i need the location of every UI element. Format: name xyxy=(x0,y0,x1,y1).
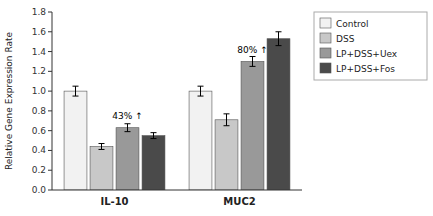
error-bar xyxy=(99,144,105,150)
error-bar xyxy=(125,124,131,132)
legend-swatch xyxy=(320,18,331,28)
error-bar xyxy=(224,114,230,126)
y-tick xyxy=(48,130,52,131)
error-stem xyxy=(127,124,128,132)
error-cap xyxy=(250,66,256,67)
y-tick xyxy=(48,150,52,151)
y-axis xyxy=(52,12,53,190)
error-cap xyxy=(151,132,157,133)
error-bar xyxy=(198,86,204,96)
x-tick-label: IL-10 xyxy=(100,196,128,207)
error-cap xyxy=(198,96,204,97)
legend-frame xyxy=(314,12,427,80)
error-cap xyxy=(224,113,230,114)
y-tick xyxy=(48,51,52,52)
error-cap xyxy=(73,96,79,97)
legend-label: LP+DSS+Fos xyxy=(336,64,395,74)
error-cap xyxy=(73,86,79,87)
error-cap xyxy=(125,131,131,132)
bar xyxy=(64,91,87,190)
y-tick-label: 0.6 xyxy=(32,126,47,136)
y-tick-label: 1.4 xyxy=(32,47,47,57)
legend-label: Control xyxy=(336,19,369,29)
error-bar xyxy=(151,133,157,139)
bar xyxy=(215,120,238,190)
error-stem xyxy=(101,144,102,150)
y-tick xyxy=(48,91,52,92)
bar xyxy=(189,91,212,190)
x-tick-label: MUC2 xyxy=(223,196,255,207)
y-tick xyxy=(48,190,52,191)
error-bar xyxy=(73,86,79,96)
bar xyxy=(241,61,264,190)
y-tick-label: 0.8 xyxy=(32,106,47,116)
y-tick-label: 1.0 xyxy=(32,86,47,96)
y-tick-label: 0.2 xyxy=(32,165,46,175)
error-cap xyxy=(198,86,204,87)
y-tick-label: 1.6 xyxy=(32,27,47,37)
legend: Control DSS LP+DSS+Uex LP+DSS+Fos xyxy=(314,12,427,80)
y-tick xyxy=(48,110,52,111)
bar xyxy=(267,39,290,190)
annotation: 80% ↑ xyxy=(237,45,267,55)
y-axis-label: Relative Gene Expression Rate xyxy=(4,31,14,170)
error-cap xyxy=(99,149,105,150)
error-stem xyxy=(153,133,154,139)
error-cap xyxy=(151,138,157,139)
error-cap xyxy=(276,31,282,32)
y-tick-label: 0.4 xyxy=(32,145,47,155)
legend-swatch xyxy=(320,63,331,73)
error-stem xyxy=(75,86,76,96)
legend-label: DSS xyxy=(336,34,355,44)
y-tick-label: 1.2 xyxy=(32,66,46,76)
plot-area xyxy=(64,32,290,190)
error-cap xyxy=(224,125,230,126)
error-bar xyxy=(276,32,282,46)
error-stem xyxy=(252,57,253,67)
error-cap xyxy=(125,123,131,124)
error-stem xyxy=(200,86,201,96)
error-cap xyxy=(250,56,256,57)
bar xyxy=(90,146,113,190)
error-stem xyxy=(278,32,279,46)
legend-label: LP+DSS+Uex xyxy=(336,49,398,59)
legend-swatch xyxy=(320,33,331,43)
annotation: 43% ↑ xyxy=(112,111,142,121)
error-cap xyxy=(99,143,105,144)
chart: 0.0 0.2 0.4 0.6 0.8 1.0 1.2 1.4 1.6 1.8 IL-10 MUC2 R… xyxy=(0,0,433,216)
bar xyxy=(116,128,139,190)
y-tick xyxy=(48,31,52,32)
error-cap xyxy=(276,45,282,46)
y-tick-label: 0.0 xyxy=(32,185,47,195)
x-axis xyxy=(52,190,302,191)
bar xyxy=(142,136,165,190)
y-tick xyxy=(48,12,52,13)
error-bar xyxy=(250,57,256,67)
y-tick xyxy=(48,170,52,171)
y-tick xyxy=(48,71,52,72)
legend-swatch xyxy=(320,48,331,58)
error-stem xyxy=(226,114,227,126)
y-tick-label: 1.8 xyxy=(32,7,47,17)
